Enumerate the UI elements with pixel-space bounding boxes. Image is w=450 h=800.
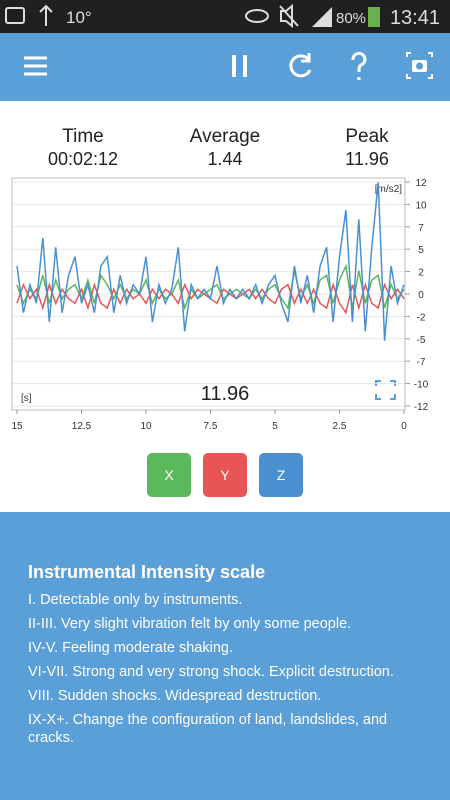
stat-value: 1.44 bbox=[207, 149, 242, 169]
info-item: II-III. Very slight vibration felt by on… bbox=[28, 616, 352, 632]
stat-label: Average bbox=[190, 126, 260, 147]
image-icon bbox=[5, 7, 25, 24]
y-tick-label: 0 bbox=[418, 290, 424, 301]
y-tick-label: 5 bbox=[418, 245, 424, 256]
button-label: Z bbox=[277, 467, 286, 483]
y-tick-label: 2 bbox=[418, 268, 424, 279]
clock: 13:41 bbox=[390, 7, 440, 29]
info-title: Instrumental Intensity scale bbox=[28, 562, 266, 582]
info-item: VIII. Sudden shocks. Widespread destruct… bbox=[28, 688, 322, 704]
y-tick-label: -7 bbox=[417, 357, 426, 368]
axis-toggle-button[interactable]: Z bbox=[259, 453, 303, 497]
x-tick-label: 0 bbox=[401, 421, 407, 432]
y-tick-label: 10 bbox=[415, 200, 427, 211]
info-item: IV-V. Feeling moderate shaking. bbox=[28, 640, 234, 656]
button-bg bbox=[147, 453, 191, 497]
pause-button[interactable] bbox=[232, 55, 247, 77]
button-bg bbox=[203, 453, 247, 497]
info-item: I. Detectable only by instruments. bbox=[28, 592, 243, 608]
temperature: 10° bbox=[66, 8, 92, 27]
x-tick-label: 2.5 bbox=[333, 421, 347, 432]
y-unit: [m/s2] bbox=[375, 184, 402, 195]
top-area: 10° 80% 13:41 [m/s2] [s] 11.96 Time00:02… bbox=[0, 0, 450, 497]
y-tick-label: -2 bbox=[417, 312, 426, 323]
y-tick-label: 7 bbox=[418, 223, 424, 234]
screenshot-button[interactable] bbox=[406, 52, 433, 79]
x-tick-label: 10 bbox=[140, 421, 152, 432]
y-tick-label: 12 bbox=[415, 178, 427, 189]
x-tick-label: 12.5 bbox=[72, 421, 92, 432]
battery-icon bbox=[368, 7, 380, 27]
info-item: VI-VII. Strong and very strong shock. Ex… bbox=[28, 664, 394, 680]
eye-icon bbox=[245, 9, 269, 23]
x-tick-label: 15 bbox=[11, 421, 23, 432]
y-tick-label: -10 bbox=[414, 380, 429, 391]
battery-percent: 80% bbox=[336, 10, 366, 27]
info-item: IX-X+. Change the configuration of land,… bbox=[28, 712, 388, 746]
x-unit: [s] bbox=[21, 393, 32, 404]
button-bg bbox=[259, 453, 303, 497]
menu-button[interactable] bbox=[24, 56, 47, 76]
stat-label: Peak bbox=[345, 126, 389, 147]
usb-icon bbox=[39, 4, 53, 26]
info-panel: Instrumental Intensity scale I. Detectab… bbox=[0, 512, 450, 800]
current-reading: 11.96 bbox=[201, 383, 250, 405]
signal-line bbox=[16, 182, 405, 341]
refresh-button[interactable] bbox=[289, 53, 312, 78]
signal-icon bbox=[312, 7, 332, 27]
stat-value: 11.96 bbox=[345, 149, 389, 169]
app-bar bbox=[0, 33, 450, 101]
x-tick-label: 7.5 bbox=[204, 421, 218, 432]
x-tick-label: 5 bbox=[272, 421, 278, 432]
axis-toggle-button[interactable]: X bbox=[147, 453, 191, 497]
button-label: Y bbox=[220, 467, 230, 483]
stat-value: 00:02:12 bbox=[48, 149, 118, 169]
mute-icon bbox=[279, 3, 299, 29]
fullscreen-button[interactable] bbox=[375, 380, 396, 400]
help-button[interactable] bbox=[351, 51, 367, 80]
button-label: X bbox=[164, 467, 174, 483]
y-tick-label: -5 bbox=[417, 335, 426, 346]
axis-toggle-button[interactable]: Y bbox=[203, 453, 247, 497]
y-tick-label: -12 bbox=[414, 402, 429, 413]
stat-label: Time bbox=[62, 126, 104, 147]
